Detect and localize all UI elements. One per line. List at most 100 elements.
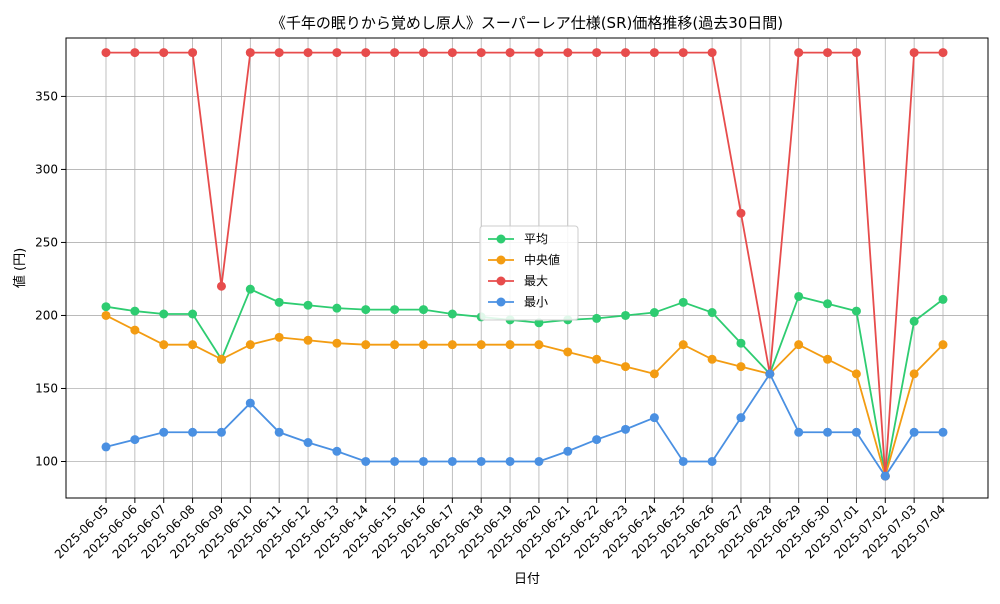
data-point bbox=[794, 340, 804, 350]
data-point bbox=[649, 308, 659, 318]
series-line bbox=[105, 287, 944, 477]
data-point bbox=[390, 456, 400, 466]
y-tick-label: 200 bbox=[35, 308, 58, 322]
legend-label: 平均 bbox=[524, 232, 548, 246]
data-point bbox=[418, 305, 428, 315]
data-point bbox=[534, 48, 544, 58]
data-point bbox=[678, 340, 688, 350]
legend-label: 最大 bbox=[524, 274, 548, 288]
series-line bbox=[105, 372, 943, 478]
data-point bbox=[621, 48, 631, 58]
series-line bbox=[105, 314, 944, 480]
data-point bbox=[274, 48, 284, 58]
data-point bbox=[303, 438, 313, 448]
data-point bbox=[390, 48, 400, 58]
y-tick-label: 300 bbox=[35, 162, 58, 176]
data-point bbox=[592, 313, 602, 323]
plot-frame bbox=[65, 37, 989, 499]
series-3 bbox=[101, 369, 948, 481]
y-tick-label: 150 bbox=[35, 381, 58, 395]
data-point bbox=[534, 340, 544, 350]
data-point bbox=[361, 340, 371, 350]
ticks-layer: 2025-06-052025-06-062025-06-072025-06-08… bbox=[35, 89, 948, 561]
data-point bbox=[216, 354, 226, 364]
data-point bbox=[938, 340, 948, 350]
data-point bbox=[592, 435, 602, 445]
data-point bbox=[938, 427, 948, 437]
series-layer bbox=[101, 48, 948, 481]
data-point bbox=[505, 48, 515, 58]
chart-title: 《千年の眠りから覚めし原人》スーパーレア仕様(SR)価格推移(過去30日間) bbox=[271, 14, 783, 32]
data-point bbox=[361, 305, 371, 315]
data-point bbox=[130, 306, 140, 316]
data-point bbox=[101, 48, 111, 58]
data-point bbox=[563, 48, 573, 58]
y-tick-label: 250 bbox=[35, 235, 58, 249]
data-point bbox=[274, 427, 284, 437]
data-point bbox=[101, 310, 111, 320]
data-point bbox=[736, 362, 746, 372]
data-point bbox=[823, 427, 833, 437]
data-point bbox=[332, 303, 342, 313]
data-point bbox=[159, 427, 169, 437]
data-point bbox=[649, 48, 659, 58]
data-point bbox=[938, 294, 948, 304]
data-point bbox=[418, 456, 428, 466]
y-axis-label: 値 (円) bbox=[12, 248, 28, 288]
data-point bbox=[823, 354, 833, 364]
legend-box bbox=[479, 225, 579, 321]
data-point bbox=[447, 340, 457, 350]
data-point bbox=[159, 309, 169, 319]
data-point bbox=[534, 318, 544, 328]
data-point bbox=[621, 310, 631, 320]
data-point bbox=[909, 48, 919, 58]
data-point bbox=[361, 456, 371, 466]
data-point bbox=[851, 427, 861, 437]
data-point bbox=[909, 316, 919, 326]
data-point bbox=[390, 340, 400, 350]
data-point bbox=[476, 456, 486, 466]
data-point bbox=[188, 427, 198, 437]
data-point bbox=[707, 354, 717, 364]
data-point bbox=[678, 456, 688, 466]
data-point bbox=[794, 427, 804, 437]
data-point bbox=[909, 427, 919, 437]
data-point bbox=[505, 456, 515, 466]
legend-label: 最小 bbox=[524, 295, 548, 309]
data-point bbox=[447, 456, 457, 466]
data-point bbox=[736, 208, 746, 218]
data-point bbox=[823, 299, 833, 309]
series-1 bbox=[101, 310, 948, 481]
data-point bbox=[476, 48, 486, 58]
data-point bbox=[447, 309, 457, 319]
data-point bbox=[159, 340, 169, 350]
y-tick-label: 100 bbox=[35, 454, 58, 468]
data-point bbox=[794, 48, 804, 58]
data-point bbox=[245, 398, 255, 408]
data-point bbox=[332, 446, 342, 456]
data-point bbox=[678, 48, 688, 58]
data-point bbox=[563, 347, 573, 357]
legend-label: 中央値 bbox=[524, 252, 560, 267]
data-point bbox=[418, 340, 428, 350]
x-axis-label: 日付 bbox=[514, 572, 540, 587]
data-point bbox=[851, 369, 861, 379]
data-point bbox=[303, 48, 313, 58]
data-point bbox=[621, 362, 631, 372]
data-point bbox=[476, 340, 486, 350]
data-point bbox=[592, 354, 602, 364]
data-point bbox=[418, 48, 428, 58]
legend-marker bbox=[496, 234, 506, 244]
data-point bbox=[880, 471, 890, 481]
data-point bbox=[332, 338, 342, 348]
data-point bbox=[736, 413, 746, 423]
data-point bbox=[188, 340, 198, 350]
data-point bbox=[823, 48, 833, 58]
data-point bbox=[390, 305, 400, 315]
data-point bbox=[621, 424, 631, 434]
data-point bbox=[707, 48, 717, 58]
data-point bbox=[188, 309, 198, 319]
data-point bbox=[649, 413, 659, 423]
legend-marker bbox=[496, 297, 506, 307]
